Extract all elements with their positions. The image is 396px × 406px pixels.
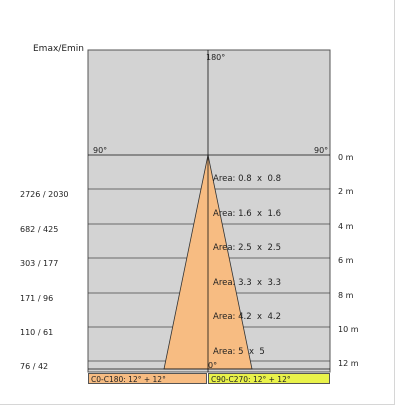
distance-label: 10 m bbox=[338, 325, 359, 334]
lux-label: 303 / 177 bbox=[20, 259, 59, 268]
lux-label: 171 / 96 bbox=[20, 294, 54, 303]
distance-label: 0 m bbox=[338, 153, 354, 162]
distance-label: 8 m bbox=[338, 291, 354, 300]
angle-top-label: 180° bbox=[206, 53, 225, 62]
legend-c0-c180: C0-C180: 12° + 12° bbox=[88, 373, 207, 384]
angle-right-label: 90° bbox=[314, 146, 328, 155]
area-label: Area: 3.3 x 3.3 bbox=[213, 278, 281, 288]
y-axis-title: Emax/Emin bbox=[33, 44, 84, 54]
legend-c90-c270: C90-C270: 12° + 12° bbox=[208, 373, 330, 384]
lux-label: 76 / 42 bbox=[20, 362, 49, 371]
lux-label: 2726 / 2030 bbox=[20, 190, 69, 199]
area-label: Area: 4.2 x 4.2 bbox=[213, 312, 281, 322]
lux-label: 110 / 61 bbox=[20, 328, 54, 337]
lux-label: 682 / 425 bbox=[20, 225, 59, 234]
area-label: Area: 1.6 x 1.6 bbox=[213, 209, 281, 219]
distance-label: 6 m bbox=[338, 256, 354, 265]
distance-label: 4 m bbox=[338, 222, 354, 231]
angle-left-label: 90° bbox=[93, 146, 107, 155]
distance-label: 12 m bbox=[338, 359, 359, 368]
angle-bottom-label: 0° bbox=[208, 361, 217, 370]
area-label: Area: 5 x 5 bbox=[213, 347, 265, 357]
area-label: Area: 0.8 x 0.8 bbox=[213, 174, 281, 184]
distance-label: 2 m bbox=[338, 187, 354, 196]
area-label: Area: 2.5 x 2.5 bbox=[213, 243, 281, 253]
